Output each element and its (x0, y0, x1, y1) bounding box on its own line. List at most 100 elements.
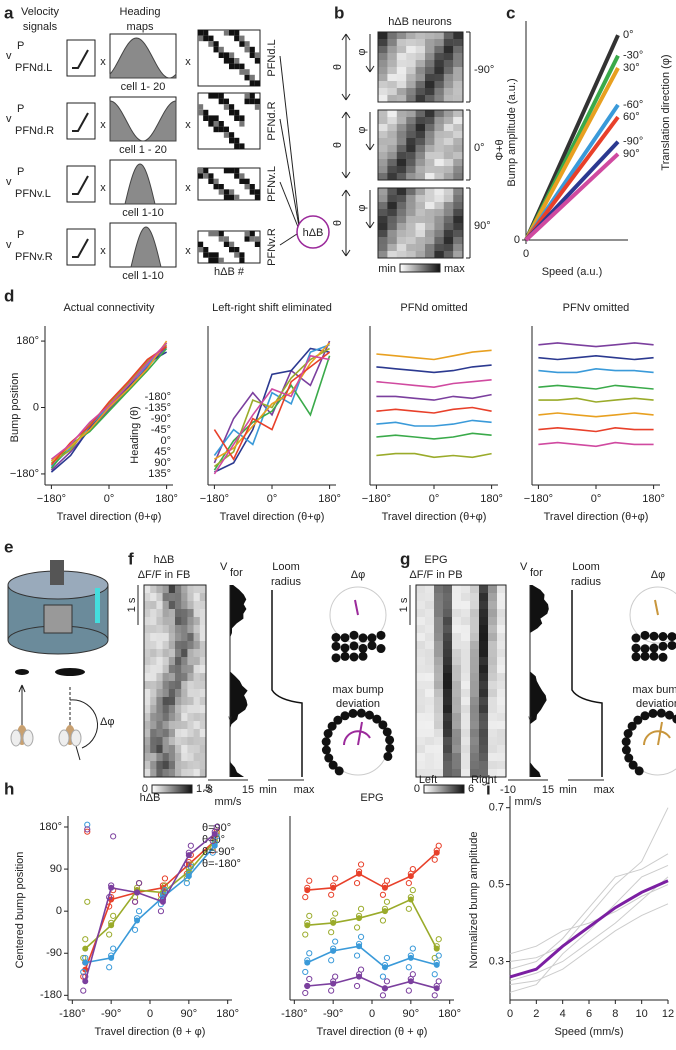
heatmap-cell (396, 60, 407, 68)
connectivity-cell (218, 98, 224, 105)
heatmap-cell (425, 617, 435, 626)
mean-point (211, 831, 218, 838)
connectivity-cell (198, 173, 204, 179)
heatmap-cell (425, 39, 435, 47)
heatmap-cell (470, 673, 480, 682)
mean-point (433, 849, 440, 856)
connectivity-cell (234, 35, 240, 42)
heatmap-cell (162, 689, 170, 698)
axis-label: hΔB # (214, 266, 245, 278)
heatmap-cell (378, 209, 388, 217)
heatmap-cell (162, 617, 170, 626)
scatter-point (135, 908, 143, 915)
heatmap-cell (156, 665, 163, 674)
scatter-point (357, 861, 365, 868)
heatmap-cell (443, 230, 454, 238)
heatmap-cell (396, 74, 407, 82)
connectivity-cell (223, 189, 229, 195)
heatmap-cell (479, 681, 489, 690)
heatmap-cell (453, 173, 463, 181)
heatmap-cell (162, 705, 170, 714)
connectivity-cell (203, 30, 209, 36)
heatmap-cell (150, 681, 157, 690)
colorbar-step (183, 785, 185, 793)
colorbar-step (437, 264, 439, 272)
connectivity-cell (249, 74, 255, 81)
loom-label: radius (271, 576, 301, 588)
connectivity-cell (254, 236, 260, 242)
heatmap-frame (377, 31, 464, 103)
heatmap-cell (443, 721, 453, 730)
connectivity-cell (223, 241, 229, 247)
colorbar-step (435, 264, 437, 272)
heatmap-cell (187, 601, 194, 610)
heatmap-cell (199, 665, 207, 674)
heatmap-cell (425, 244, 435, 252)
panel-letter: i (486, 779, 491, 798)
scatter-point (306, 912, 313, 919)
connectivity-cell (198, 30, 204, 36)
series-line (509, 853, 669, 970)
legend-label: 45° (154, 446, 171, 458)
heatmap-cell (193, 761, 201, 770)
y-tick-label: 90 (50, 863, 62, 875)
heatmap-cell (488, 721, 498, 730)
heatmap-cell (406, 88, 416, 96)
polar-dot (340, 651, 350, 661)
series-line (376, 432, 492, 440)
connectivity-cell (213, 178, 219, 184)
mean-point (185, 852, 192, 859)
x-tick-label: -90° (101, 1008, 121, 1020)
connectivity-cell (249, 80, 255, 86)
stroke (345, 189, 351, 197)
heatmap-cell (470, 729, 480, 738)
colorbar-step (442, 785, 444, 793)
heatmap-cell (162, 753, 170, 762)
heatmap-cell (443, 209, 454, 217)
heatmap-cell (416, 657, 426, 666)
heatmap-cell (461, 657, 471, 666)
connectivity-cell (213, 252, 219, 258)
heatmap-cell (443, 753, 453, 762)
heatmap-cell (156, 689, 163, 698)
x-tick-label: 180° (216, 1008, 239, 1020)
scatter-point (379, 992, 387, 999)
stroke (345, 33, 351, 41)
heatmap-cell (175, 625, 182, 634)
heatmap-cell (144, 729, 151, 738)
heatmap-cell (378, 195, 388, 203)
heatmap-cell (470, 625, 480, 634)
scatter-point (379, 917, 387, 924)
colorbar-step (413, 264, 415, 272)
velocity-subscript: PFNd.R (15, 125, 54, 137)
heatmap-cell (453, 74, 463, 82)
x-tick-label: −180° (362, 493, 391, 505)
heatmap-cell (181, 673, 188, 682)
heatmap-cell (396, 32, 407, 40)
heatmap-cell (443, 681, 453, 690)
heatmap-cell (470, 681, 480, 690)
heatmap-cell (470, 745, 480, 754)
heatmap-cell (453, 202, 463, 210)
heatmap-cell (425, 152, 435, 160)
scatter-point (332, 938, 339, 945)
series-line (524, 67, 620, 241)
connectivity-cell (223, 58, 229, 64)
heatmap-cell (150, 745, 157, 754)
loom-max: max (294, 784, 315, 796)
connectivity-cell (229, 104, 235, 110)
heatmap-cell (434, 32, 444, 40)
colorbar-step (153, 785, 155, 793)
heatmap-cell (434, 601, 444, 610)
connectivity-cell (239, 252, 245, 258)
heatmap-cell (396, 195, 407, 203)
colorbar-step (441, 785, 443, 793)
heatmap-cell (416, 625, 426, 634)
heatmap-cell (150, 585, 157, 594)
heatmap-cell (168, 641, 176, 650)
heatmap-cell (162, 649, 170, 658)
scatter-point (135, 880, 143, 887)
heatmap-cell (416, 681, 426, 690)
heatmap-cell (479, 753, 489, 762)
heatmap-cell (144, 617, 151, 626)
